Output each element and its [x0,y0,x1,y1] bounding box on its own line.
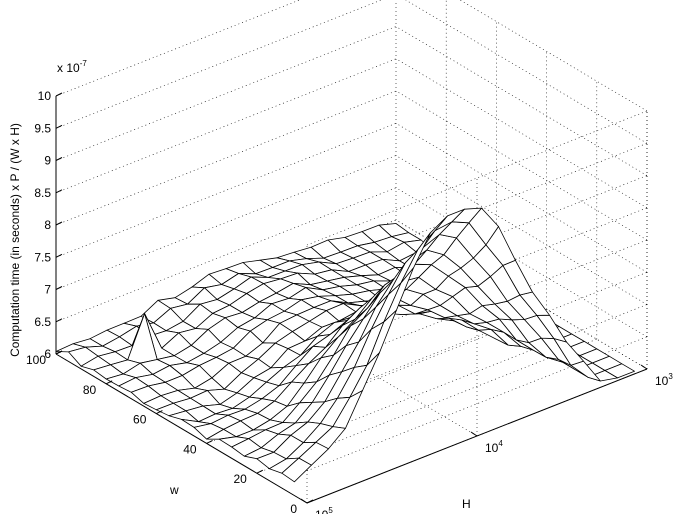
H-tick-mark [470,431,478,437]
z-tick-mark [55,189,63,194]
w-tick-label: 20 [233,472,247,486]
w-tick-label: 80 [83,383,97,397]
grid-line [395,26,648,176]
w-tick-label: 100 [26,353,46,367]
w-tick-label: 0 [290,502,297,514]
grid-line [395,123,648,273]
tick-labels: 66.577.588.599.510020406080100105104103 [26,89,673,514]
grid-line [395,219,648,370]
z-tick-mark [55,124,63,129]
w-tick-mark [206,439,213,444]
z-tick-label: 8 [44,218,51,232]
H-tick-label: 104 [485,439,503,455]
w-tick-mark [306,499,314,504]
surface-facet [281,457,312,483]
z-tick-label: 8.5 [34,186,51,200]
H-tick-mark [640,364,648,370]
w-tick-mark [105,380,113,385]
w-tick-mark [55,350,63,355]
z-tick-label: 6 [44,347,51,361]
w-tick-mark [156,410,163,415]
H-tick-mark [300,498,308,504]
grid-line [395,90,648,241]
grid-line [405,0,648,144]
z-tick-mark [55,92,63,97]
z-tick-mark [55,253,63,258]
H-tick-label: 105 [315,506,333,514]
w-tick-label: 40 [183,442,197,456]
H-tick-label: 103 [655,372,673,388]
z-tick-mark [55,157,63,161]
grid-line [225,286,478,437]
z-exponent-label: x 10-7 [57,59,87,75]
w-axis-title: w [169,483,179,497]
surface-mesh [55,207,635,483]
z-tick-label: 9.5 [34,121,51,135]
axes [55,92,648,504]
grid-line [55,155,397,290]
grid-line [55,90,397,226]
grid-line [55,187,397,323]
w-tick-label: 60 [133,413,147,427]
z-tick-label: 6.5 [34,315,51,329]
grid-line [55,0,301,97]
grid-line [395,58,648,209]
z-tick-mark [55,318,63,323]
z-tick-label: 7 [44,283,51,297]
z-tick-label: 9 [44,154,51,168]
grid-line [55,123,397,258]
grid-line [395,187,648,338]
grid-line [459,0,648,112]
z-tick-mark [55,221,63,226]
grid-line [395,155,648,305]
grid-line [55,0,383,129]
z-tick-label: 7.5 [34,250,51,264]
w-tick-mark [256,469,264,474]
grid-line [55,58,397,194]
z-tick-label: 10 [38,89,52,103]
z-tick-mark [55,286,63,290]
grid-line [55,26,397,161]
w-axis-line [55,353,308,504]
H-axis-title: H [462,497,471,511]
grid-line [306,110,648,246]
z-axis-title: Computation time (in seconds) x P / (W x… [8,123,22,357]
grid-line [306,304,648,439]
